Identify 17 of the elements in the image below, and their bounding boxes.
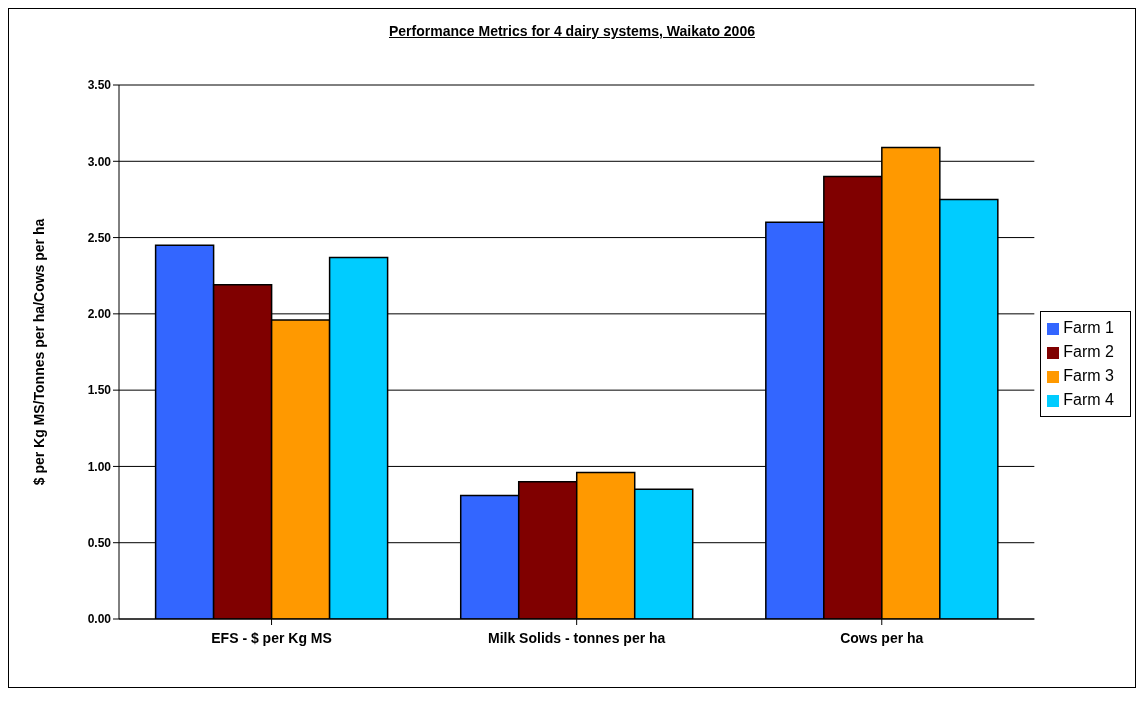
y-tick-label: 0.50: [87, 535, 112, 550]
x-tick-label: EFS - $ per Kg MS: [211, 629, 332, 646]
y-axis-title: $ per Kg MS/Tonnes per ha/Cows per ha: [30, 218, 47, 486]
y-tick-label: 3.00: [87, 154, 112, 169]
chart-title: Performance Metrics for 4 dairy systems, Waikato 2006: [389, 23, 755, 39]
legend-label: Farm 3: [1063, 367, 1114, 384]
y-tick-label: 1.50: [87, 383, 112, 398]
y-tick-label: 2.00: [87, 307, 112, 322]
legend-label: Farm 1: [1063, 319, 1114, 336]
y-tick-label: 2.50: [87, 230, 112, 245]
y-tick-label: 0.00: [87, 612, 112, 627]
y-tick-label: 3.50: [87, 78, 112, 93]
legend-label: Farm 4: [1063, 391, 1114, 408]
x-tick-label: Milk Solids - tonnes per ha: [487, 629, 666, 646]
x-tick-label: Cows per ha: [840, 629, 924, 646]
legend-label: Farm 2: [1063, 343, 1114, 360]
y-tick-label: 1.00: [87, 459, 112, 474]
